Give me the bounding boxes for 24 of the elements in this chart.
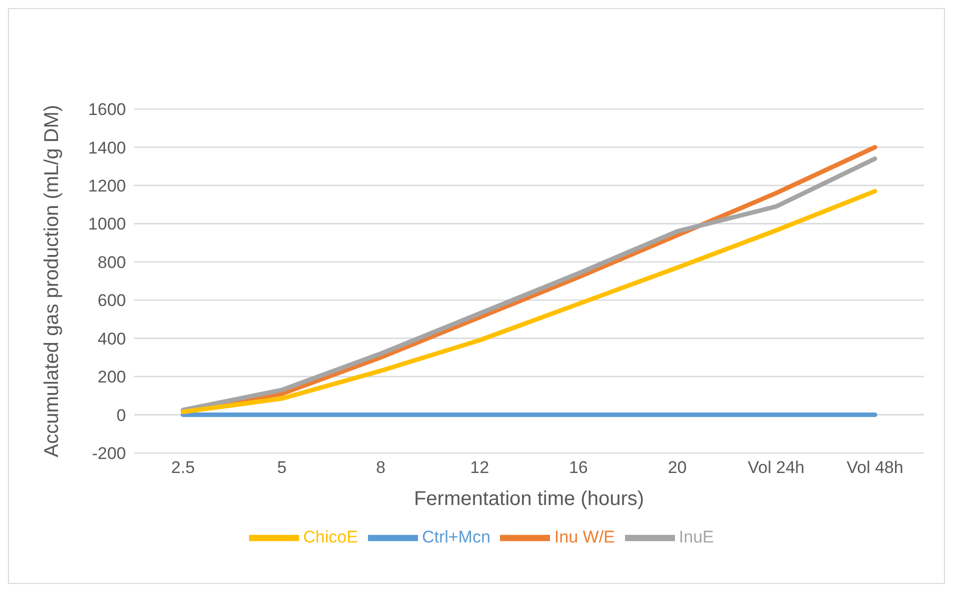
x-tick-label: 16 xyxy=(568,458,588,478)
y-axis-title: Accumulated gas production (mL/g DM) xyxy=(41,104,64,458)
y-tick-label: 0 xyxy=(116,406,126,425)
x-tick-label: 12 xyxy=(470,458,490,478)
y-tick-label: 200 xyxy=(98,368,126,387)
y-tick-label: 1400 xyxy=(88,138,126,158)
y-tick-label: 600 xyxy=(98,291,126,310)
legend-label: ChicoE xyxy=(303,527,358,546)
legend-label: Ctrl+Mcn xyxy=(422,527,490,546)
y-tick-label: 400 xyxy=(98,329,126,348)
x-tick-label: 8 xyxy=(376,458,386,478)
y-tick-label: 1200 xyxy=(88,176,126,196)
y-tick-label: 1600 xyxy=(88,100,126,120)
x-axis-title: Fermentation time (hours) xyxy=(414,488,644,510)
x-tick-label: 20 xyxy=(668,458,687,478)
y-tick-label: 1000 xyxy=(88,214,126,234)
legend-label: InuE xyxy=(678,527,714,546)
x-tick-label: Vol 24h xyxy=(748,458,805,478)
y-tick-label: 800 xyxy=(98,252,126,272)
x-tick-label: 5 xyxy=(277,458,287,478)
y-tick-label: -200 xyxy=(92,444,126,464)
legend-label: Inu W/E xyxy=(554,527,615,546)
x-tick-label: Vol 48h xyxy=(846,458,904,478)
x-tick-label: 2.5 xyxy=(171,458,195,478)
